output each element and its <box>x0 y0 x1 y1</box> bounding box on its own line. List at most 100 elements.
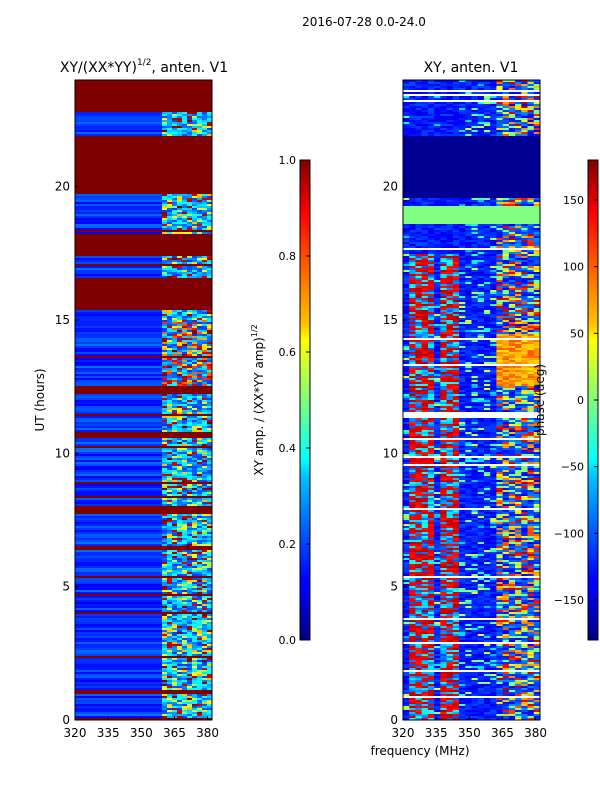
heatmap-cell <box>533 256 540 259</box>
heatmap-cell <box>477 360 485 363</box>
heatmap-cell <box>172 706 178 709</box>
heatmap-cell <box>471 292 479 295</box>
heatmap-row-flat <box>403 168 540 171</box>
heatmap-cell <box>440 258 447 261</box>
heatmap-cell <box>446 134 454 137</box>
heatmap-cell <box>187 430 193 433</box>
heatmap-cell <box>202 322 208 325</box>
heatmap-cell <box>465 306 472 309</box>
heatmap-cell <box>452 92 460 95</box>
heatmap-cell <box>162 418 168 421</box>
heatmap-row-low <box>75 440 162 443</box>
heatmap-cell <box>197 324 203 327</box>
heatmap-cell <box>515 92 522 95</box>
heatmap-cell <box>477 246 485 249</box>
heatmap-cell <box>172 346 178 349</box>
heatmap-cell <box>202 572 208 575</box>
heatmap-cell <box>434 88 441 91</box>
heatmap-cell <box>459 340 466 343</box>
heatmap-cell <box>452 236 460 239</box>
heatmap-cell <box>496 226 503 229</box>
heatmap-cell <box>207 336 212 339</box>
heatmap-cell <box>465 130 472 133</box>
heatmap-cell <box>197 320 203 323</box>
heatmap-cell <box>182 444 188 447</box>
heatmap-cell <box>207 456 212 459</box>
heatmap-cell <box>167 340 173 343</box>
heatmap-cell <box>483 238 491 241</box>
heatmap-cell <box>187 474 193 477</box>
heatmap-cell <box>421 336 429 339</box>
heatmap-cell <box>167 490 173 493</box>
heatmap-row-high <box>162 168 212 171</box>
heatmap-cell <box>502 334 510 337</box>
heatmap-cell <box>167 358 173 361</box>
heatmap-cell <box>207 578 212 581</box>
heatmap-cell <box>167 466 173 469</box>
heatmap-cell <box>182 422 188 425</box>
heatmap-cell <box>202 348 208 351</box>
heatmap-cell <box>172 272 178 275</box>
heatmap-cell <box>197 468 203 471</box>
heatmap-cell <box>533 202 540 205</box>
heatmap-cell <box>167 224 173 227</box>
heatmap-cell <box>440 96 447 99</box>
heatmap-cell <box>502 344 510 347</box>
heatmap-cell <box>182 620 188 623</box>
heatmap-cell <box>172 364 178 367</box>
heatmap-cell <box>434 238 441 241</box>
heatmap-cell <box>172 198 178 201</box>
heatmap-cell <box>477 258 485 261</box>
heatmap-cell <box>197 538 203 541</box>
heatmap-cell <box>187 600 193 603</box>
heatmap-cell <box>508 314 516 317</box>
heatmap-cell <box>202 712 208 715</box>
heatmap-cell <box>515 290 522 293</box>
heatmap-cell <box>177 328 183 331</box>
heatmap-cell <box>202 704 208 707</box>
heatmap-cell <box>162 710 168 713</box>
heatmap-cell <box>452 336 460 339</box>
heatmap-cell <box>202 642 208 645</box>
heatmap-cell <box>192 650 198 653</box>
heatmap-cell <box>197 366 203 369</box>
heatmap-cell <box>515 376 522 379</box>
heatmap-cell <box>465 256 472 259</box>
heatmap-cell <box>202 194 208 197</box>
heatmap-cell <box>452 356 460 359</box>
heatmap-cell <box>515 306 522 309</box>
heatmap-cell <box>197 318 203 321</box>
heatmap-cell <box>421 322 429 325</box>
heatmap-cell <box>459 330 466 333</box>
heatmap-cell <box>502 346 510 349</box>
heatmap-cell <box>192 266 198 269</box>
heatmap-cell <box>197 638 203 641</box>
heatmap-cell <box>187 668 193 671</box>
heatmap-cell <box>409 312 416 315</box>
heatmap-cell <box>471 274 479 277</box>
heatmap-cell <box>409 328 416 331</box>
heatmap-cell <box>207 412 212 415</box>
heatmap-cell <box>521 274 528 277</box>
heatmap-cell <box>192 598 198 601</box>
heatmap-cell <box>434 334 441 337</box>
heatmap-cell <box>459 362 466 365</box>
heatmap-cell <box>177 654 183 657</box>
heatmap-cell <box>182 532 188 535</box>
heatmap-cell <box>533 278 540 281</box>
heatmap-cell <box>403 204 410 207</box>
heatmap-cell <box>496 96 503 99</box>
heatmap-row-flat <box>403 160 540 163</box>
heatmap-cell <box>533 124 540 127</box>
heatmap-cell <box>162 412 168 415</box>
heatmap-cell <box>515 86 522 89</box>
heatmap-cell <box>483 96 491 99</box>
heatmap-row-low <box>75 100 162 103</box>
heatmap-cell <box>182 670 188 673</box>
heatmap-cell <box>172 714 178 717</box>
heatmap-cell <box>162 260 168 263</box>
heatmap-cell <box>162 658 168 661</box>
heatmap-cell <box>167 682 173 685</box>
heatmap-cell <box>177 700 183 703</box>
